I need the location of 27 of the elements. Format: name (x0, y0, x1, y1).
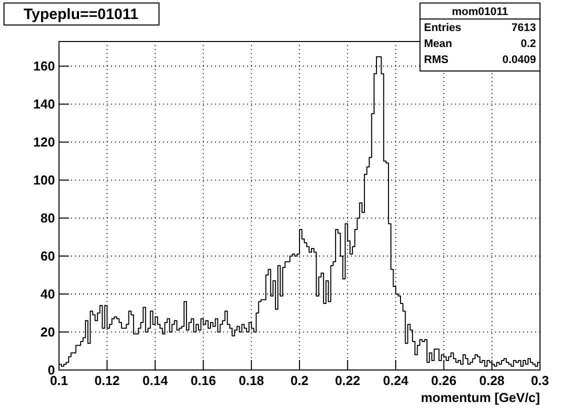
text: Entries (424, 22, 462, 34)
y-tick-label: 80 (40, 210, 55, 226)
x-axis-title: momentum [GeV/c] (420, 390, 540, 405)
x-tick-label: 0.26 (431, 373, 456, 388)
y-tick-label: 20 (40, 324, 55, 340)
x-tick-label: 0.12 (94, 373, 120, 388)
y-tick-label: 120 (33, 134, 55, 150)
annotation: RMS (424, 54, 448, 66)
text: 7613 (512, 22, 536, 34)
annotation: 0.2 (520, 38, 536, 50)
x-tick-label: 0.28 (479, 373, 505, 388)
chart-title: Typeplu==01011 (24, 6, 138, 23)
annotation: 0.0409 (502, 54, 536, 66)
annotation: Mean (424, 38, 452, 50)
y-tick-label: 60 (40, 248, 55, 264)
x-tick-label: 0.18 (238, 373, 264, 388)
y-tick-label: 160 (33, 58, 55, 74)
y-tick-label: 140 (33, 96, 55, 112)
x-tick-label: 0.3 (530, 373, 550, 388)
x-tick-label: 0.24 (383, 373, 410, 388)
x-tick-label: 0.22 (334, 373, 360, 388)
y-tick-label: 100 (33, 172, 55, 188)
text: mom01011 (452, 6, 508, 18)
x-tick-label: 0.14 (142, 373, 169, 388)
x-tick-label: 0.2 (290, 373, 309, 388)
y-tick-label: 40 (40, 286, 55, 302)
x-tick-label: 0.16 (190, 373, 216, 388)
